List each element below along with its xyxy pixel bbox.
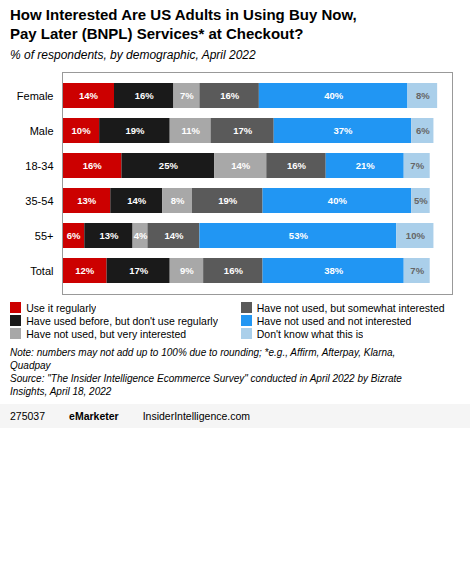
svg-text:13%: 13%: [99, 230, 119, 241]
svg-text:Female: Female: [17, 89, 54, 101]
svg-text:40%: 40%: [324, 90, 344, 101]
svg-text:16%: 16%: [224, 265, 244, 276]
svg-text:4%: 4%: [134, 230, 148, 241]
svg-text:16%: 16%: [220, 90, 240, 101]
svg-text:40%: 40%: [328, 195, 348, 206]
svg-text:7%: 7%: [180, 90, 194, 101]
html-text:Use it regularly: Use it regularly: [26, 301, 97, 314]
html-text:% of respondents, by demograph: % of respondents, by demographic, April …: [10, 47, 256, 62]
svg-text:55+: 55+: [35, 229, 54, 241]
html-text:Insights, April 18, 2022: Insights, April 18, 2022: [10, 385, 112, 397]
svg-text:19%: 19%: [125, 125, 145, 136]
svg-text:8%: 8%: [416, 90, 430, 101]
html-text:eMarketer: eMarketer: [69, 409, 119, 422]
html-text:Source: "The Insider Intellige: Source: "The Insider Intelligence Ecomme…: [10, 372, 402, 384]
svg-text:17%: 17%: [233, 125, 253, 136]
svg-text:16%: 16%: [287, 160, 307, 171]
svg-text:14%: 14%: [164, 230, 184, 241]
svg-text:19%: 19%: [218, 195, 238, 206]
html-text:How Interested Are US Adults i: How Interested Are US Adults in Using Bu…: [10, 6, 357, 42]
svg-text:53%: 53%: [289, 230, 309, 241]
svg-text:10%: 10%: [406, 230, 426, 241]
html-text:Note: numbers may not add up t: Note: numbers may not add up to 100% due…: [10, 346, 396, 358]
svg-text:Male: Male: [30, 124, 54, 136]
html-text:Have not used, but very intere: Have not used, but very interested: [26, 327, 187, 340]
svg-text:14%: 14%: [231, 160, 251, 171]
svg-text:10%: 10%: [72, 125, 92, 136]
svg-text:18-34: 18-34: [25, 159, 53, 171]
html-text:275037: 275037: [10, 409, 45, 422]
svg-text:14%: 14%: [127, 195, 147, 206]
svg-text:9%: 9%: [180, 265, 194, 276]
svg-text:5%: 5%: [414, 195, 428, 206]
html-text:Have not used, but somewhat in: Have not used, but somewhat interested: [256, 301, 445, 314]
svg-text:16%: 16%: [135, 90, 155, 101]
svg-text:14%: 14%: [79, 90, 99, 101]
html-text:Have used before, but don't us: Have used before, but don't use regularl…: [26, 314, 218, 327]
svg-text:16%: 16%: [83, 160, 103, 171]
svg-text:25%: 25%: [159, 160, 179, 171]
svg-text:12%: 12%: [75, 265, 95, 276]
svg-text:8%: 8%: [171, 195, 185, 206]
svg-text:7%: 7%: [410, 160, 424, 171]
html-text:InsiderIntelligence.com: InsiderIntelligence.com: [142, 409, 251, 422]
svg-text:13%: 13%: [77, 195, 97, 206]
html-text:Have not used and not interest: Have not used and not interested: [256, 314, 412, 327]
svg-text:21%: 21%: [356, 160, 376, 171]
svg-text:35-54: 35-54: [25, 194, 53, 206]
svg-text:17%: 17%: [129, 265, 149, 276]
svg-text:37%: 37%: [333, 125, 353, 136]
svg-text:6%: 6%: [416, 125, 430, 136]
svg-text:6%: 6%: [67, 230, 81, 241]
svg-text:Total: Total: [30, 264, 53, 276]
svg-text:11%: 11%: [181, 125, 200, 136]
html-text:Don't know what this is: Don't know what this is: [256, 327, 364, 340]
html-text:Quadpay: Quadpay: [10, 359, 51, 371]
svg-text:7%: 7%: [410, 265, 424, 276]
svg-text:38%: 38%: [324, 265, 344, 276]
